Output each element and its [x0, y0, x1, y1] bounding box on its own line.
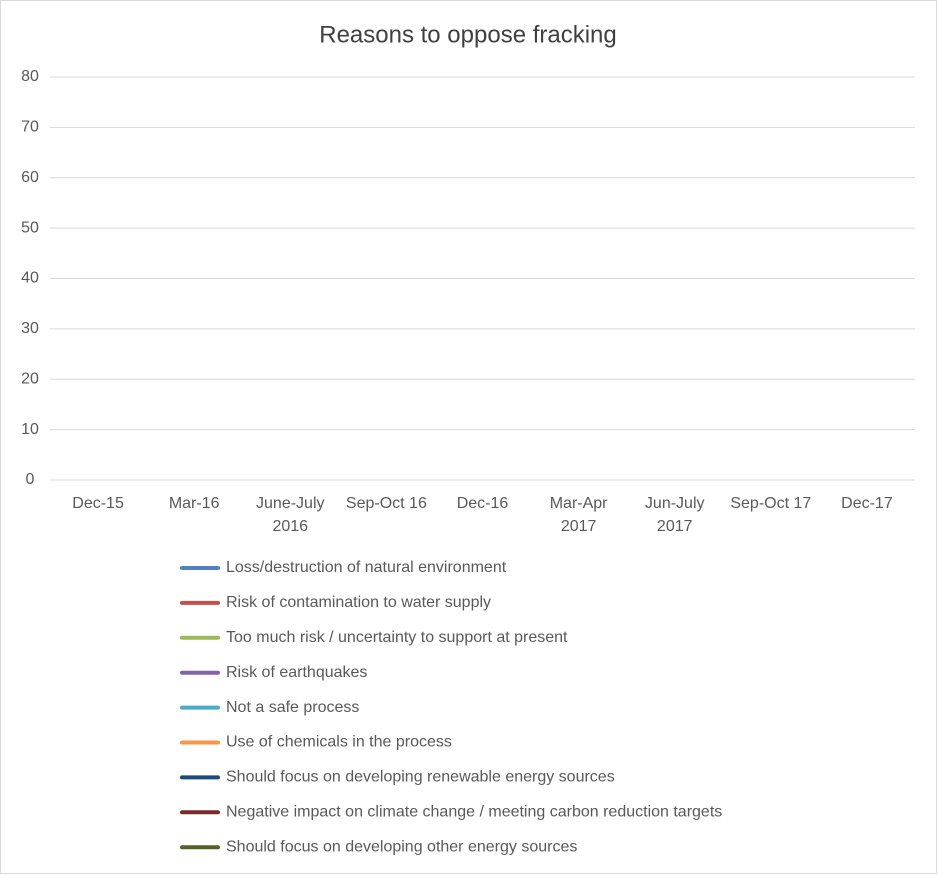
legend-label: Risk of contamination to water supply: [226, 594, 491, 611]
legend-label: Risk of earthquakes: [226, 664, 367, 681]
y-tick-label: 10: [21, 421, 39, 438]
x-tick-label: Mar-Apr 2017: [550, 495, 608, 535]
y-tick-label: 30: [21, 320, 39, 337]
y-tick-label: 70: [21, 119, 39, 136]
legend-label: Use of chemicals in the process: [226, 734, 452, 751]
y-tick-label: 20: [21, 370, 39, 387]
x-tick-label: Dec-17: [841, 495, 893, 512]
legend-label: Should focus on developing renewable ene…: [226, 769, 615, 786]
legend-label: Should focus on developing other energy …: [226, 838, 577, 855]
x-tick-label: Sep-Oct 16: [346, 495, 427, 512]
y-tick-label: 40: [21, 270, 39, 287]
y-tick-label: 0: [26, 471, 35, 488]
legend-label: Not a safe process: [226, 699, 359, 716]
x-tick-label: Jun-July 2017: [645, 495, 705, 535]
legend-label: Negative impact on climate change / meet…: [226, 804, 722, 821]
x-tick-label: Dec-15: [72, 495, 124, 512]
legend-label: Loss/destruction of natural environment: [226, 559, 507, 576]
y-tick-label: 60: [21, 169, 39, 186]
x-tick-label: Dec-16: [457, 495, 509, 512]
y-tick-label: 80: [21, 68, 39, 85]
y-tick-label: 50: [21, 219, 39, 236]
x-tick-label: June-July 2016: [256, 495, 324, 535]
chart-title: Reasons to oppose fracking: [319, 21, 617, 48]
x-tick-label: Sep-Oct 17: [730, 495, 811, 512]
x-tick-label: Mar-16: [169, 495, 220, 512]
legend-label: Too much risk / uncertainty to support a…: [226, 629, 568, 646]
